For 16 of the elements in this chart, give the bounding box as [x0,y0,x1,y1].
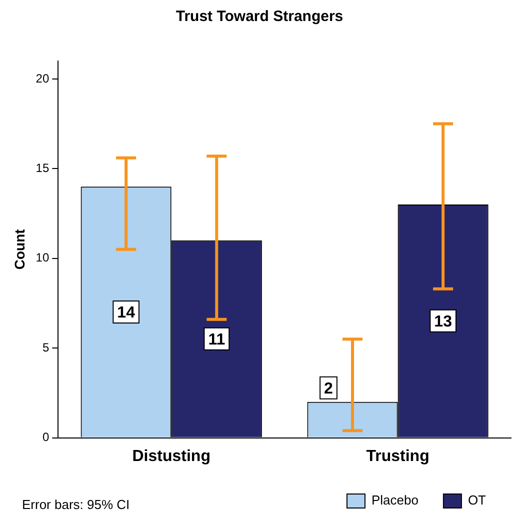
legend-label: OT [468,492,486,508]
data-label: 2 [324,380,334,398]
y-tick-label: 20 [36,71,50,86]
legend-label: Placebo [371,492,418,508]
data-label: 13 [434,313,452,330]
chart-title: Trust Toward Strangers [176,8,344,26]
x-tick-label: Distusting [132,448,210,465]
y-axis-title: Count [11,228,28,270]
y-tick-label: 5 [42,340,50,354]
data-label: 11 [208,331,226,348]
y-tick-label: 15 [36,160,50,175]
text: Error bars: 95% CI [22,497,130,512]
data-label: 14 [117,304,136,322]
y-tick-label: 10 [36,250,50,265]
x-tick-label: Trusting [366,448,430,465]
y-tick-label: 0 [42,430,50,444]
